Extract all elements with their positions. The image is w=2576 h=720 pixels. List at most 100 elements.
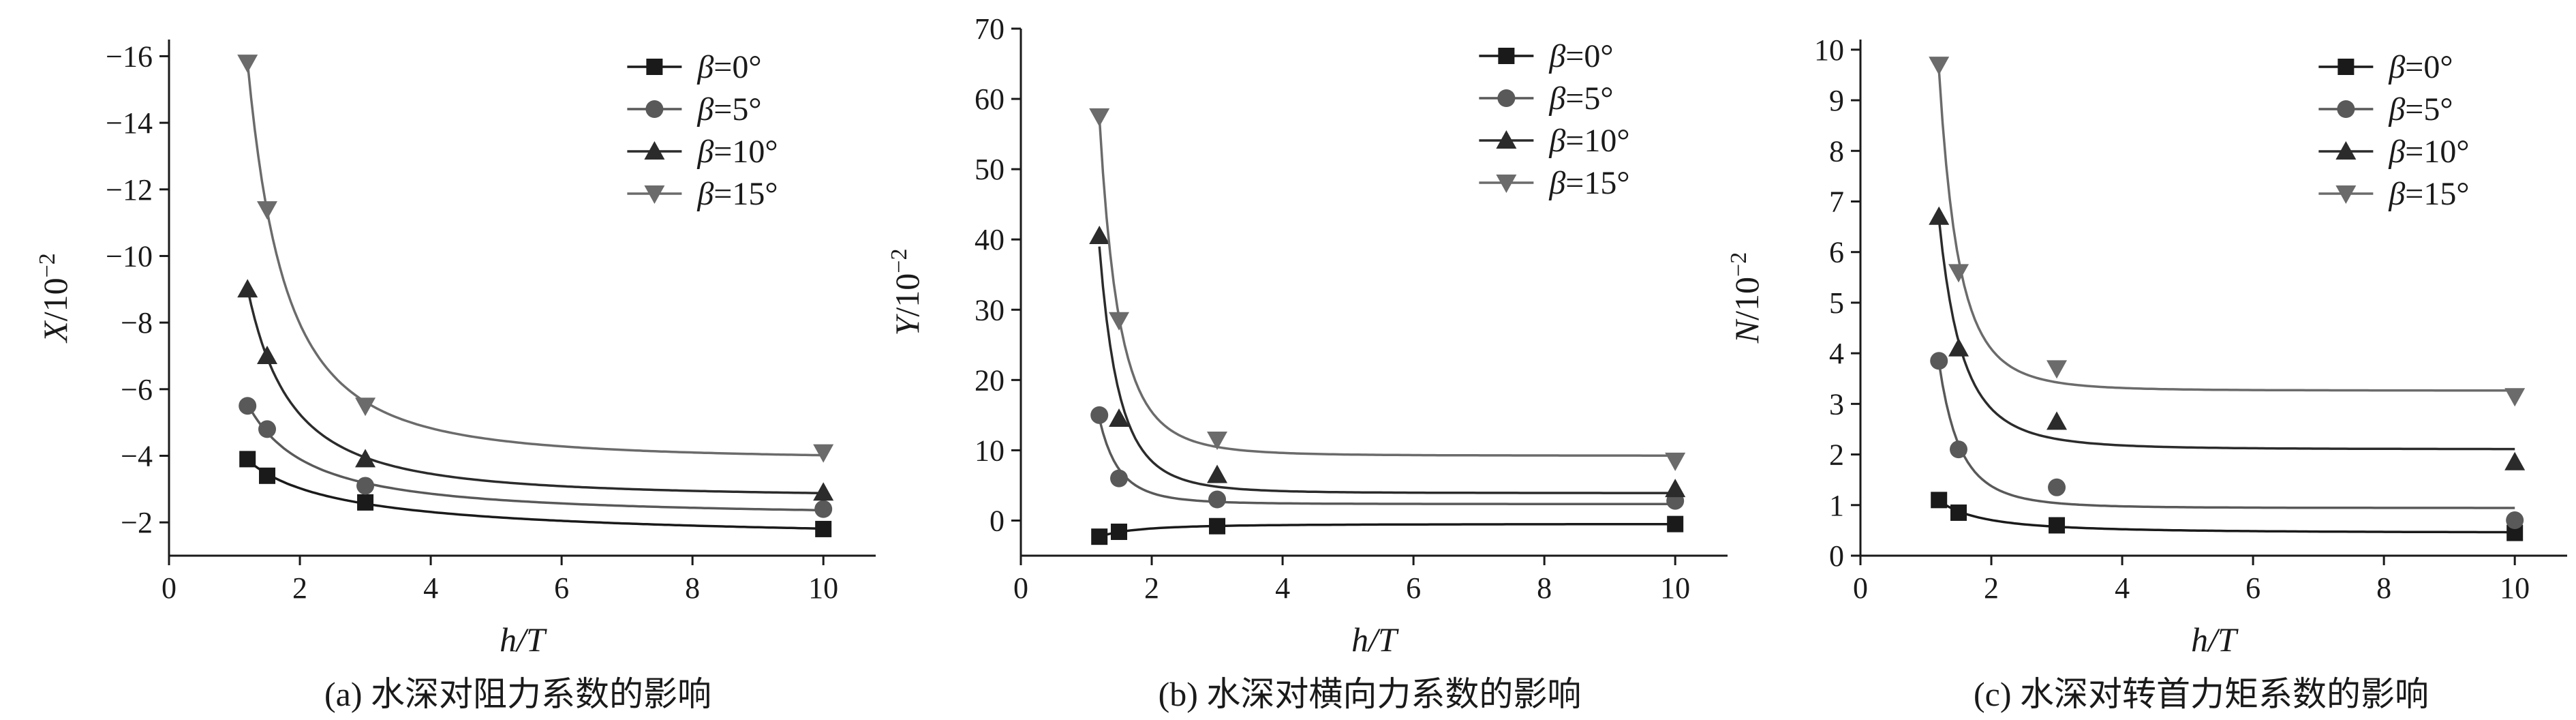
data-point-s3-3: [813, 444, 834, 463]
y-tick-label: 0: [1829, 539, 1844, 573]
legend-marker: [1497, 89, 1516, 107]
chart-panel-a: 0 2 4 6 8 10 −2 −4 −6 −8 −10 −12 −14 −16 h/T X/10−2 β=0°…: [35, 40, 876, 713]
data-point-s1-1: [1950, 440, 1968, 459]
series-curve-2: [1937, 219, 2515, 451]
data-point-s0-3: [1667, 515, 1684, 532]
legend-label: β=5°: [2388, 91, 2453, 127]
data-point-s0-0: [239, 451, 256, 468]
y-tick-label: −4: [121, 439, 153, 472]
legend-marker: [644, 185, 665, 204]
x-tick-label: 0: [1853, 571, 1868, 605]
y-tick-label: −6: [121, 373, 153, 406]
series-curve-1: [1937, 362, 2515, 509]
data-point-s0-1: [1111, 523, 1128, 540]
data-point-s2-3: [813, 482, 834, 501]
y-tick-label: 20: [975, 363, 1005, 397]
data-point-s3-3: [2504, 388, 2526, 407]
legend-marker: [2337, 100, 2355, 118]
panel-caption: (c) 水深对转首力矩系数的影响: [1974, 675, 2429, 713]
series-curve-2: [246, 288, 824, 495]
legend: β=0° β=5° β=10° β=15°: [1479, 38, 1630, 201]
data-point-s3-1: [1109, 312, 1130, 331]
x-tick-label: 10: [1660, 571, 1690, 605]
data-point-s2-1: [257, 345, 278, 364]
x-tick-label: 8: [685, 571, 700, 605]
y-axis-label: N/10−2: [1726, 252, 1766, 344]
x-tick-label: 6: [554, 571, 569, 605]
data-point-s3-3: [1665, 452, 1686, 471]
x-tick-label: 0: [1013, 571, 1028, 605]
legend-label: β=0°: [1548, 38, 1613, 74]
data-point-s2-3: [1665, 479, 1686, 498]
legend: β=0° β=5° β=10° β=15°: [2318, 49, 2470, 212]
y-tick-label: 10: [975, 434, 1005, 467]
legend-label: β=0°: [2388, 49, 2453, 85]
x-tick-label: 4: [423, 571, 438, 605]
data-point-s1-1: [258, 420, 277, 438]
x-tick-label: 10: [2500, 571, 2530, 605]
y-tick-label: 4: [1829, 337, 1844, 370]
legend-label: β=15°: [2388, 176, 2469, 212]
data-point-s3-2: [355, 397, 376, 417]
series-curve-0: [1938, 499, 2515, 534]
y-tick-label: −14: [106, 106, 153, 140]
x-tick-label: 0: [162, 571, 177, 605]
x-tick-label: 6: [1406, 571, 1421, 605]
legend: β=0° β=5° β=10° β=15°: [627, 49, 778, 212]
data-point-s2-1: [1948, 338, 1969, 357]
legend-label: β=15°: [696, 176, 778, 212]
series-curve-1: [246, 403, 824, 512]
y-tick-label: −10: [106, 239, 153, 273]
y-tick-label: 5: [1829, 286, 1844, 320]
series-curve-3: [1098, 117, 1676, 457]
y-axis-label: Y/10−2: [887, 249, 926, 336]
data-point-s1-0: [1090, 406, 1109, 424]
data-point-s2-3: [2504, 451, 2526, 470]
series-curve-1: [1098, 418, 1676, 505]
data-point-s2-0: [1929, 206, 1950, 225]
data-point-s1-2: [1208, 490, 1227, 509]
y-tick-label: 3: [1829, 387, 1844, 421]
x-tick-label: 10: [808, 571, 838, 605]
x-tick-label: 2: [292, 571, 307, 605]
legend-marker: [2337, 59, 2355, 75]
data-point-s2-0: [1089, 226, 1110, 245]
panel-caption: (a) 水深对阻力系数的影响: [324, 675, 711, 713]
legend-marker: [1496, 175, 1517, 193]
x-tick-label: 4: [1275, 571, 1290, 605]
legend-marker: [1496, 130, 1517, 149]
x-axis-label: h/T: [500, 620, 547, 659]
y-axis-label: X/10−2: [35, 253, 74, 344]
y-tick-label: −2: [121, 506, 153, 539]
x-tick-label: 6: [2245, 571, 2260, 605]
data-point-s2-1: [1109, 408, 1130, 427]
y-tick-label: 2: [1829, 438, 1844, 472]
x-axis-label: h/T: [2191, 620, 2239, 659]
legend-marker: [644, 141, 665, 160]
data-point-s1-0: [1930, 352, 1948, 370]
data-point-s3-1: [257, 201, 278, 220]
x-tick-label: 2: [1144, 571, 1159, 605]
y-tick-label: 60: [975, 82, 1005, 116]
y-tick-label: 6: [1829, 236, 1844, 269]
x-tick-label: 8: [2376, 571, 2391, 605]
data-point-s0-3: [815, 520, 832, 537]
data-point-s3-2: [1207, 431, 1228, 450]
data-point-s3-1: [1948, 264, 1969, 283]
legend-label: β=0°: [696, 49, 761, 85]
x-tick-label: 2: [1984, 571, 1999, 605]
data-point-s1-2: [2048, 478, 2066, 496]
y-tick-label: 1: [1829, 489, 1844, 522]
data-point-s0-1: [1950, 504, 1967, 521]
data-point-s0-0: [1931, 492, 1948, 509]
data-point-s0-2: [2049, 517, 2066, 534]
legend-label: β=10°: [696, 134, 778, 170]
legend-marker: [646, 59, 663, 75]
x-tick-label: 8: [1537, 571, 1552, 605]
legend-label: β=15°: [1548, 165, 1629, 201]
data-point-s2-0: [237, 279, 258, 298]
x-axis-label: h/T: [1351, 620, 1399, 659]
y-tick-label: 70: [975, 12, 1005, 46]
data-point-s1-3: [2506, 511, 2524, 530]
series-curve-3: [246, 62, 824, 457]
